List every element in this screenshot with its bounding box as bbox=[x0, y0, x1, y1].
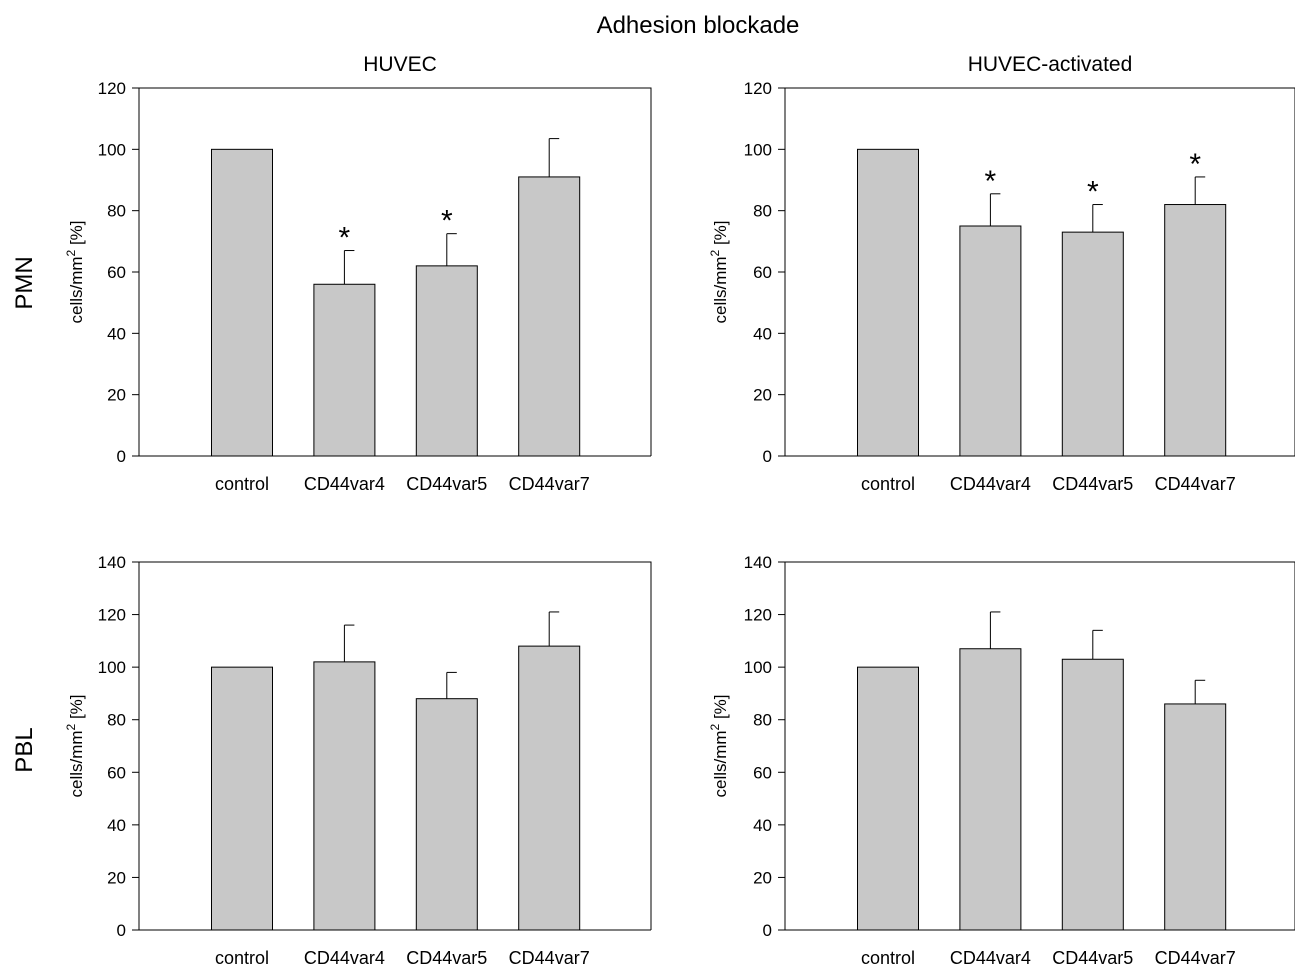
significance-cd44var5: * bbox=[1087, 176, 1099, 209]
y-tick-label: 100 bbox=[744, 658, 772, 677]
x-tick-label-cd44var7: CD44var7 bbox=[509, 948, 590, 967]
y-tick-label: 140 bbox=[744, 553, 772, 572]
y-tick-label: 0 bbox=[763, 447, 772, 466]
y-axis-label: cells/mm2 [%] bbox=[708, 694, 730, 797]
bar-cd44var4 bbox=[313, 283, 376, 457]
y-axis-label: cells/mm2 [%] bbox=[64, 694, 86, 797]
significance-cd44var4: * bbox=[339, 222, 351, 255]
y-axis-label: cells/mm2 [%] bbox=[64, 220, 86, 323]
y-tick-label: 80 bbox=[107, 202, 126, 221]
significance-cd44var7: * bbox=[1189, 148, 1201, 181]
bar-control bbox=[211, 148, 273, 457]
panel-pbl-huvec-activated: 0 20 40 60 80 100 120 140 cells/mm2 [%] control CD… bbox=[708, 553, 1295, 967]
row-label-pmn: PMN bbox=[11, 256, 38, 309]
bar-cd44var5 bbox=[1061, 231, 1124, 457]
bar-cd44var7 bbox=[518, 645, 581, 931]
y-tick-label: 40 bbox=[753, 324, 772, 343]
bar-cd44var7 bbox=[1164, 703, 1227, 931]
y-tick-label: 120 bbox=[98, 606, 126, 625]
panel-pmn-huvec-activated: 0 20 40 60 80 100 120 cells/mm2 [%] control * CD44… bbox=[708, 79, 1295, 494]
x-tick-label-cd44var7: CD44var7 bbox=[1155, 474, 1236, 494]
x-tick-label-cd44var5: CD44var5 bbox=[1052, 948, 1133, 967]
y-tick-label: 20 bbox=[753, 868, 772, 887]
x-tick-label-cd44var7: CD44var7 bbox=[509, 474, 590, 494]
figure-title: Adhesion blockade bbox=[597, 12, 800, 39]
panel-pmn-huvec: 0 20 40 60 80 100 120 cells/mm2 [%] control * CD44… bbox=[64, 79, 652, 494]
y-axis-label: cells/mm2 [%] bbox=[708, 220, 730, 323]
row-label-pbl: PBL bbox=[11, 727, 38, 772]
bar-cd44var4 bbox=[959, 225, 1022, 457]
y-tick-label: 100 bbox=[98, 140, 126, 159]
y-tick-label: 100 bbox=[98, 658, 126, 677]
bar-cd44var4 bbox=[959, 648, 1022, 931]
bar-control bbox=[211, 666, 273, 931]
bar-cd44var7 bbox=[518, 176, 581, 457]
y-tick-label: 80 bbox=[753, 202, 772, 221]
y-tick-label: 0 bbox=[117, 921, 126, 940]
significance-cd44var4: * bbox=[985, 165, 997, 198]
y-tick-label: 60 bbox=[753, 763, 772, 782]
bar-cd44var5 bbox=[415, 698, 478, 931]
x-tick-label-cd44var4: CD44var4 bbox=[304, 474, 385, 494]
bar-control bbox=[857, 666, 919, 931]
y-tick-label: 100 bbox=[744, 140, 772, 159]
significance-cd44var5: * bbox=[441, 205, 453, 238]
y-tick-label: 120 bbox=[98, 79, 126, 98]
y-tick-label: 0 bbox=[117, 447, 126, 466]
y-tick-label: 120 bbox=[744, 79, 772, 98]
x-tick-label-cd44var5: CD44var5 bbox=[406, 474, 487, 494]
x-tick-label-control: control bbox=[861, 948, 915, 967]
x-tick-label-cd44var4: CD44var4 bbox=[950, 474, 1031, 494]
y-tick-label: 20 bbox=[753, 386, 772, 405]
y-tick-label: 20 bbox=[107, 868, 126, 887]
y-tick-label: 40 bbox=[753, 816, 772, 835]
y-tick-label: 0 bbox=[763, 921, 772, 940]
y-tick-label: 60 bbox=[753, 263, 772, 282]
x-tick-label-control: control bbox=[215, 474, 269, 494]
y-tick-label: 60 bbox=[107, 263, 126, 282]
column-title-huvec: HUVEC bbox=[363, 53, 437, 76]
x-tick-label-cd44var4: CD44var4 bbox=[950, 948, 1031, 967]
y-tick-label: 60 bbox=[107, 763, 126, 782]
bar-cd44var7 bbox=[1164, 204, 1227, 457]
x-tick-label-cd44var7: CD44var7 bbox=[1155, 948, 1236, 967]
x-tick-label-control: control bbox=[215, 948, 269, 967]
x-tick-label-cd44var5: CD44var5 bbox=[1052, 474, 1133, 494]
bar-cd44var5 bbox=[415, 265, 478, 457]
y-tick-label: 40 bbox=[107, 816, 126, 835]
x-tick-label-cd44var5: CD44var5 bbox=[406, 948, 487, 967]
y-tick-label: 40 bbox=[107, 324, 126, 343]
bar-cd44var4 bbox=[313, 661, 376, 931]
bar-cd44var5 bbox=[1061, 658, 1124, 931]
y-tick-label: 80 bbox=[753, 711, 772, 730]
y-tick-label: 120 bbox=[744, 606, 772, 625]
x-tick-label-control: control bbox=[861, 474, 915, 494]
panels-group: 0 20 40 60 80 100 120 cells/mm2 [%] control * CD44… bbox=[64, 79, 1295, 967]
x-tick-label-cd44var4: CD44var4 bbox=[304, 948, 385, 967]
panel-pbl-huvec: 0 20 40 60 80 100 120 140 cells/mm2 [%] control CD… bbox=[64, 553, 652, 967]
bar-control bbox=[857, 148, 919, 457]
y-tick-label: 80 bbox=[107, 711, 126, 730]
y-tick-label: 20 bbox=[107, 386, 126, 405]
column-title-huvec-activated: HUVEC-activated bbox=[968, 53, 1133, 76]
y-tick-label: 140 bbox=[98, 553, 126, 572]
